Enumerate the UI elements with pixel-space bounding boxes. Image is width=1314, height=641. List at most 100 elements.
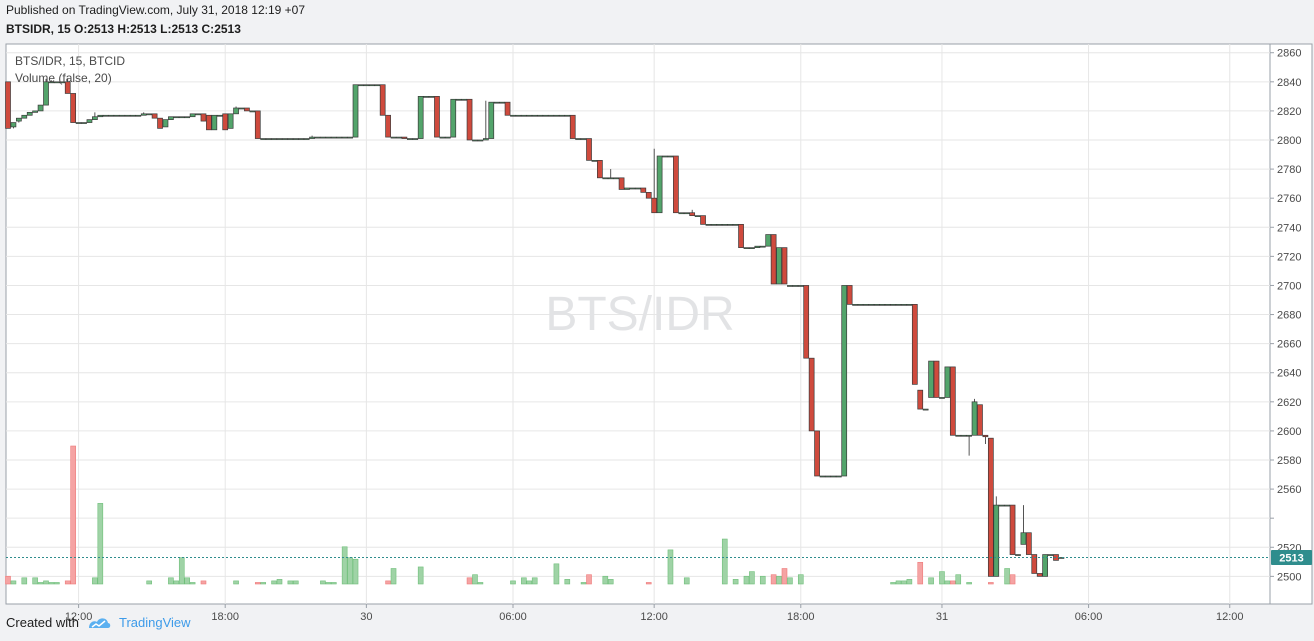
candle-body: [249, 110, 256, 113]
tradingview-logo-icon[interactable]: [87, 616, 111, 630]
volume-bar: [320, 580, 326, 585]
candle-body: [168, 116, 174, 120]
volume-bar: [944, 580, 951, 585]
volume-bar: [32, 577, 38, 585]
candle-body: [75, 122, 82, 124]
candle-body: [54, 81, 60, 84]
candle-body: [504, 101, 511, 116]
y-tick-label: 2820: [1277, 106, 1301, 118]
candle-body: [363, 84, 370, 87]
candle-body: [482, 138, 489, 141]
candle-body: [59, 81, 66, 84]
x-tick-label: 06:00: [499, 611, 527, 623]
candle-body: [130, 114, 136, 117]
candle-body: [597, 160, 603, 179]
y-tick-label: 2760: [1277, 193, 1301, 205]
candle-body: [238, 107, 245, 110]
tradingview-brand-link[interactable]: TradingView: [118, 615, 191, 630]
volume-bar: [586, 574, 592, 585]
candle-body: [803, 285, 810, 359]
candle-body: [607, 177, 614, 180]
y-axis-ticks: 2500252025602580260026202640266026802700…: [1270, 48, 1301, 583]
volume-bar: [607, 579, 614, 585]
candle-body: [444, 136, 451, 139]
price-axis[interactable]: [1269, 43, 1313, 605]
x-axis-ticks: 12:00 18:00 30 06:00 12:00 18:00 31 06:00 12:00: [65, 604, 1244, 623]
candle-body: [738, 224, 744, 248]
candle-body: [173, 116, 180, 119]
candle-body: [835, 475, 842, 478]
candle-body: [434, 96, 440, 138]
volume-bar: [667, 549, 674, 585]
ohlc-low-label: L:: [160, 22, 172, 36]
candle-body: [86, 119, 93, 123]
volume-bar: [184, 577, 190, 585]
candle-body: [553, 114, 560, 117]
y-tick-label: 2720: [1277, 251, 1301, 263]
candle-body: [787, 285, 793, 287]
candles: [5, 78, 1065, 577]
plot-area[interactable]: [5, 43, 1271, 605]
published-line: Published on TradingView.com, July 31, 2…: [6, 3, 305, 17]
volume-bar: [749, 571, 755, 585]
candle-body: [559, 114, 565, 117]
candle-body: [244, 107, 250, 112]
candle-body: [895, 304, 902, 306]
y-tick-label: 2500: [1277, 571, 1301, 583]
candle-body: [683, 212, 690, 215]
candle-body: [135, 114, 142, 117]
candle-body: [971, 401, 978, 436]
y-tick-label: 2580: [1277, 455, 1301, 467]
volume-bar: [276, 579, 283, 585]
y-tick-label: 2620: [1277, 397, 1301, 409]
volume-bar: [950, 580, 956, 585]
candle-body: [455, 98, 462, 101]
candle-body: [873, 304, 880, 306]
candle-body: [1047, 554, 1054, 556]
candle-body: [901, 304, 907, 306]
candle-body: [5, 81, 11, 129]
candle-body: [260, 138, 267, 140]
candle-body: [515, 114, 522, 117]
candle-body: [808, 357, 815, 432]
candle-body: [922, 408, 929, 411]
candle-body: [222, 113, 229, 131]
candle-body: [825, 475, 831, 478]
candle-body: [949, 366, 956, 436]
y-tick-label: 2660: [1277, 339, 1301, 351]
candle-body: [993, 504, 1000, 577]
y-tick-label: 2560: [1277, 484, 1301, 496]
candle-body: [933, 360, 940, 398]
candle-body: [982, 434, 989, 438]
candle-body: [206, 114, 212, 131]
volume-bar: [580, 582, 587, 585]
candle-body: [108, 114, 115, 117]
volume-bar: [347, 557, 353, 585]
candle-body: [48, 81, 55, 84]
volume-bar: [168, 577, 174, 585]
y-tick-label: 2800: [1277, 135, 1301, 147]
candle-body: [43, 81, 49, 106]
candle-body: [64, 81, 71, 94]
volume-bar: [352, 558, 359, 585]
candle-body: [716, 224, 723, 226]
candle-body: [591, 160, 598, 162]
ohlc-high-value: 2513: [130, 22, 157, 36]
candle-body: [309, 136, 315, 139]
candle-body: [92, 116, 98, 120]
candle-body: [656, 155, 663, 214]
candle-body: [765, 234, 772, 247]
volume-bar: [390, 568, 397, 585]
volume-bar: [776, 575, 782, 585]
candle-body: [461, 98, 467, 101]
candle-body: [841, 285, 848, 477]
volume-bar: [260, 582, 267, 585]
candle-body: [325, 136, 332, 139]
volume-bar: [1009, 574, 1016, 585]
candle-body: [336, 136, 343, 139]
candle-body: [770, 234, 777, 285]
y-tick-label: 2600: [1277, 426, 1301, 438]
ohlc-close-value: 2513: [214, 22, 241, 36]
candle-body: [863, 304, 869, 306]
